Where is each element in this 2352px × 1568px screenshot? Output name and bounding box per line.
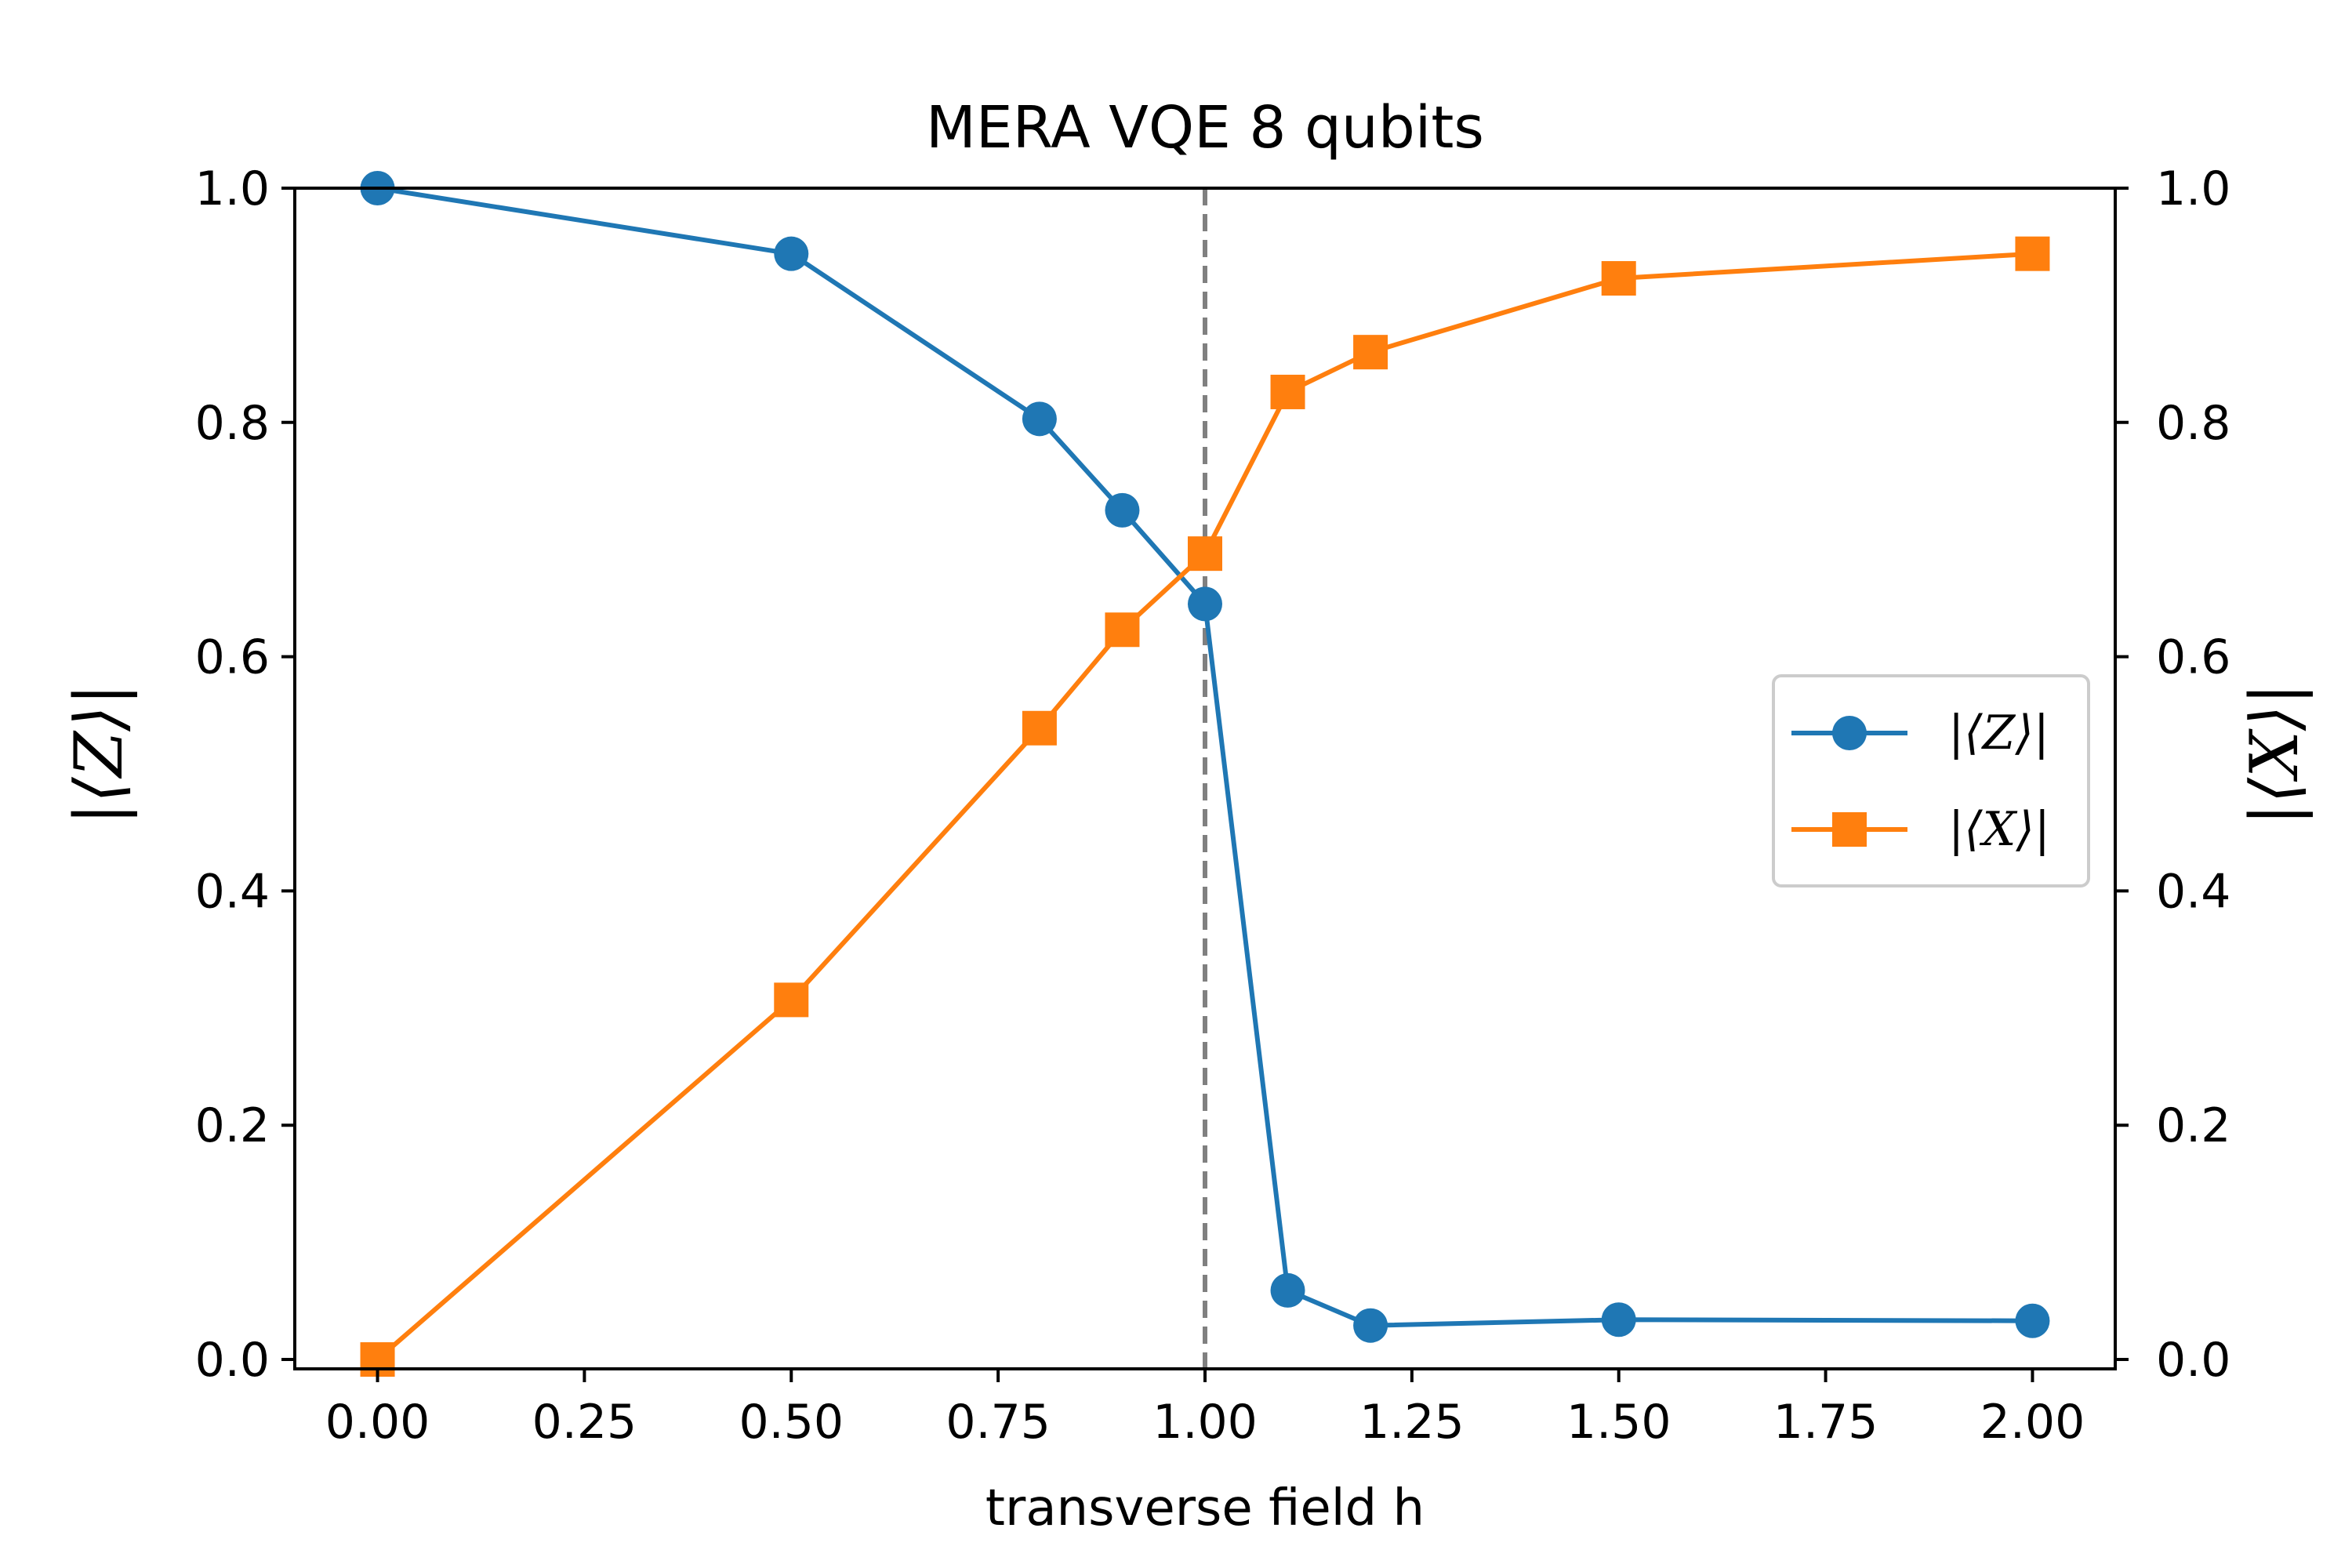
series-0-point-6 — [1353, 1308, 1388, 1343]
x-tick-label-7: 1.75 — [1773, 1395, 1878, 1450]
y-right-tick-label-4: 0.8 — [2156, 396, 2230, 451]
series-0-point-8 — [2015, 1303, 2050, 1338]
y-right-tick-label-5: 1.0 — [2156, 162, 2230, 216]
x-tick-label-8: 2.00 — [1980, 1395, 2085, 1450]
series-0-point-7 — [1601, 1302, 1636, 1338]
y-right-tick-label-3: 0.6 — [2156, 630, 2230, 685]
y-left-tick-label-3: 0.6 — [195, 630, 270, 685]
series-1-point-5 — [1270, 374, 1305, 409]
x-tick-label-6: 1.50 — [1566, 1395, 1671, 1450]
y-axis-label-right: |⟨X⟩| — [2236, 683, 2313, 826]
x-tick-label-5: 1.25 — [1359, 1395, 1465, 1450]
plot-area: 0.00 0.25 0.50 0.75 1.00 1.25 1.50 1.75 2.00 0.0 0… — [195, 162, 2231, 1450]
legend-label-x: |⟨X⟩| — [1948, 802, 2050, 857]
chart-title: MERA VQE 8 qubits — [926, 94, 1484, 162]
x-tick-label-2: 0.50 — [739, 1395, 844, 1450]
y-right-tick-label-2: 0.4 — [2156, 864, 2230, 919]
legend-label-z: |⟨Z⟩| — [1948, 706, 2049, 760]
series-1-point-7 — [1601, 261, 1636, 296]
legend-marker-x — [1832, 812, 1867, 847]
legend-marker-z — [1832, 716, 1867, 750]
x-tick-label-1: 0.25 — [532, 1395, 637, 1450]
y-left-tick-label-4: 0.8 — [195, 396, 270, 451]
y-left-tick-label-2: 0.4 — [195, 864, 270, 919]
series-0-point-5 — [1270, 1272, 1305, 1308]
x-tick-label-0: 0.00 — [325, 1395, 430, 1450]
x-tick-label-4: 1.00 — [1152, 1395, 1258, 1450]
series-0-point-4 — [1188, 586, 1222, 622]
series-1-point-1 — [774, 982, 809, 1018]
series-0-point-3 — [1105, 492, 1140, 528]
x-tick-label-3: 0.75 — [946, 1395, 1051, 1450]
y-left-tick-label-5: 1.0 — [195, 162, 270, 216]
series-1-point-2 — [1022, 710, 1057, 746]
series-0-point-2 — [1022, 401, 1057, 437]
legend: |⟨Z⟩| |⟨X⟩| — [1772, 674, 2090, 887]
y-right-tick-label-1: 0.2 — [2156, 1098, 2230, 1153]
y-left-tick-label-0: 0.0 — [195, 1333, 270, 1388]
x-axis-label: transverse field h — [985, 1479, 1425, 1537]
y-right-tick-label-0: 0.0 — [2156, 1333, 2230, 1388]
series-1-point-6 — [1353, 335, 1388, 370]
y-axis-label-left: |⟨Z⟩| — [60, 684, 137, 826]
series-0-point-1 — [774, 236, 809, 271]
series-1-point-8 — [2015, 236, 2050, 271]
series-1-point-3 — [1105, 612, 1140, 648]
y-left-tick-label-1: 0.2 — [195, 1098, 270, 1153]
series-1-point-4 — [1188, 536, 1222, 572]
